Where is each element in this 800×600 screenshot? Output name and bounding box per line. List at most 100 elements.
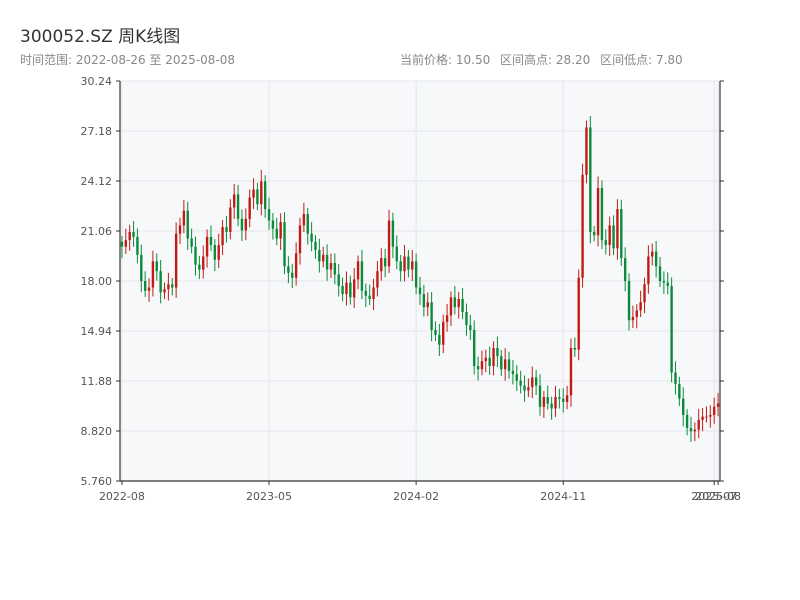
candle-down (534, 377, 538, 386)
candle-down (414, 261, 418, 288)
candle-down (275, 228, 278, 239)
candle-up (542, 397, 546, 407)
y-tick-label: 8.820 (81, 425, 113, 438)
candle-up (252, 189, 255, 198)
candle-up (221, 227, 224, 246)
candle-up (232, 194, 236, 208)
candle-up (480, 361, 484, 370)
candle-down (391, 220, 395, 247)
candle-up (147, 287, 151, 291)
candle-down (573, 347, 577, 350)
candle-up (484, 357, 488, 362)
candle-down (670, 285, 673, 373)
x-tick-label: 2022-08 (99, 490, 145, 503)
candle-up (387, 220, 391, 267)
candle-up (554, 397, 557, 409)
candle-up (577, 277, 580, 350)
candle-up (569, 347, 573, 396)
candle-down (620, 209, 623, 259)
candle-down (476, 365, 480, 370)
candle-up (217, 245, 220, 260)
candle-up (124, 240, 128, 247)
candle-down (186, 210, 189, 239)
candle-down (236, 194, 240, 219)
candle-down (337, 274, 340, 286)
candle-down (209, 236, 213, 246)
candle-down (589, 127, 592, 232)
candle-down (604, 240, 608, 246)
candle-down (383, 258, 387, 267)
current-price-label: 当前价格: 10.50 (400, 53, 491, 67)
x-tick-label: 2024-02 (393, 490, 439, 503)
candle-up (380, 258, 383, 272)
y-tick-label: 24.12 (81, 175, 113, 188)
candle-up (163, 289, 166, 293)
x-tick-label: 2024-11 (540, 490, 586, 503)
candle-down (159, 271, 162, 293)
candle-down (511, 370, 515, 375)
candle-down (325, 254, 329, 270)
candle-down (430, 302, 433, 331)
candle-up (352, 279, 356, 298)
candle-up (709, 414, 712, 417)
candle-down (600, 187, 604, 241)
candle-up (651, 251, 654, 257)
candle-up (449, 297, 453, 316)
candle-up (716, 403, 720, 407)
x-tick-label: 2023-05 (246, 490, 292, 503)
time-range-label: 时间范围: 2022-08-26 至 2025-08-08 (20, 53, 235, 67)
candle-up (128, 231, 131, 241)
candle-down (472, 330, 476, 366)
candle-up (647, 256, 650, 285)
candle-down (399, 261, 402, 272)
candle-up (712, 406, 716, 415)
y-tick-label: 5.760 (81, 475, 113, 488)
candle-down (155, 261, 158, 272)
candle-down (689, 428, 693, 432)
candle-down (263, 181, 267, 210)
candle-up (411, 261, 414, 270)
candle-up (244, 218, 248, 231)
candle-down (469, 325, 472, 331)
candle-up (376, 271, 379, 288)
candle-down (515, 374, 518, 381)
candle-down (171, 284, 174, 288)
candle-up (426, 302, 429, 308)
range-high-label: 区间高点: 28.20 (500, 53, 591, 67)
candle-down (496, 347, 499, 357)
candle-up (356, 261, 360, 280)
candle-down (674, 372, 677, 384)
candle-down (213, 245, 217, 260)
candle-up (693, 429, 697, 432)
candle-down (682, 398, 685, 415)
candle-down (364, 290, 368, 296)
candle-up (298, 225, 302, 254)
candle-down (349, 282, 352, 298)
candle-down (395, 246, 398, 262)
candle-down (562, 398, 565, 402)
candle-up (229, 207, 232, 232)
candle-down (198, 264, 201, 270)
y-tick-label: 14.94 (81, 325, 113, 338)
y-tick-label: 27.18 (81, 125, 113, 138)
y-tick-label: 18.00 (81, 275, 113, 288)
candle-down (523, 385, 526, 391)
candle-up (302, 214, 306, 226)
candle-up (565, 395, 569, 402)
candle-down (678, 383, 681, 399)
price-summary: 当前价格: 10.50 区间高点: 28.20 区间低点: 7.80 (400, 51, 689, 68)
candle-up (639, 302, 642, 311)
candle-up (151, 261, 155, 288)
candle-down (267, 209, 271, 221)
candle-up (167, 284, 170, 290)
candle-up (178, 225, 182, 234)
candle-down (623, 258, 627, 281)
candle-up (248, 197, 251, 219)
candle-up (260, 181, 263, 205)
candle-down (310, 233, 313, 242)
candle-up (705, 416, 708, 418)
candle-down (546, 397, 549, 404)
candle-down (434, 330, 437, 335)
candle-down (685, 414, 689, 429)
